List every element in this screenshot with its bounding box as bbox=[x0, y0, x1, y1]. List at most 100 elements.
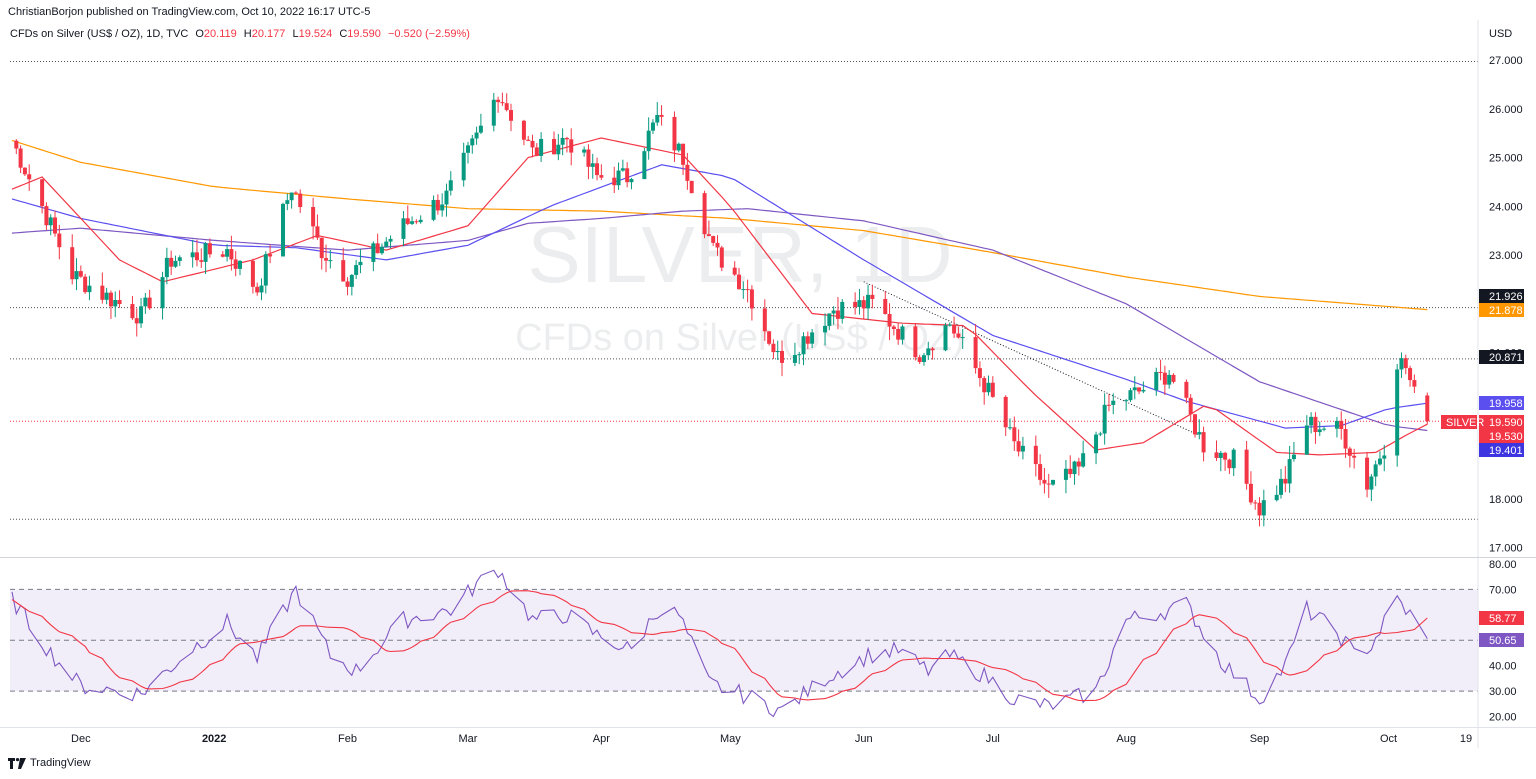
rsi-tick-label: 40.00 bbox=[1489, 661, 1517, 673]
candle-body bbox=[530, 140, 535, 148]
candle-body bbox=[259, 285, 264, 293]
candle-body bbox=[1063, 468, 1068, 480]
candle-body bbox=[22, 167, 27, 175]
candle-body bbox=[973, 337, 978, 369]
price-tick-label: 27.000 bbox=[1489, 55, 1523, 67]
candle-body bbox=[883, 298, 888, 314]
candle-body bbox=[1192, 414, 1197, 435]
high-label: H bbox=[243, 28, 252, 40]
rsi-line bbox=[11, 569, 1428, 718]
candle-body bbox=[1081, 453, 1086, 467]
candle-body bbox=[702, 193, 707, 235]
time-tick-label: Aug bbox=[1116, 733, 1136, 745]
candle-body bbox=[70, 247, 75, 280]
symbol-tag-label: SILVER bbox=[1446, 417, 1484, 429]
candle-body bbox=[706, 234, 711, 237]
candle-body bbox=[1154, 371, 1159, 390]
candle-body bbox=[371, 243, 376, 262]
candle-body bbox=[810, 332, 815, 344]
rsi-tag-label: 50.65 bbox=[1489, 635, 1517, 647]
candle-body bbox=[1094, 434, 1099, 454]
rsi-tag-label: 58.77 bbox=[1489, 613, 1517, 625]
candle-body bbox=[1158, 371, 1163, 373]
candle-body bbox=[169, 257, 174, 267]
candle-body bbox=[384, 241, 389, 247]
candle-body bbox=[655, 114, 660, 123]
candle-body bbox=[952, 324, 957, 334]
candle-body bbox=[405, 218, 410, 224]
candle-body bbox=[853, 301, 858, 307]
price-tag bbox=[1479, 350, 1524, 364]
candle-body bbox=[474, 132, 479, 139]
price-tick-label: 17.000 bbox=[1489, 543, 1523, 555]
candle-body bbox=[1347, 448, 1352, 456]
candle-body bbox=[250, 260, 255, 287]
candle-body bbox=[1068, 468, 1073, 475]
candle-body bbox=[650, 122, 655, 131]
price-tag-label: 21.878 bbox=[1489, 305, 1523, 317]
candle-body bbox=[1124, 400, 1129, 402]
candle-body bbox=[130, 304, 135, 319]
candle-body bbox=[1283, 478, 1288, 484]
candle-body bbox=[1102, 404, 1107, 434]
low-value: 19.524 bbox=[298, 28, 333, 40]
candle-body bbox=[926, 348, 931, 356]
candle-body bbox=[749, 289, 754, 309]
price-tag-label: 19.958 bbox=[1489, 398, 1523, 410]
candle-body bbox=[646, 130, 651, 152]
candle-body bbox=[401, 218, 406, 239]
candle-body bbox=[177, 257, 182, 261]
candle-body bbox=[801, 336, 806, 355]
candle-body bbox=[1046, 483, 1051, 485]
candle-body bbox=[835, 310, 840, 319]
candle-body bbox=[1020, 445, 1025, 452]
candle-body bbox=[431, 199, 436, 220]
tradingview-logo[interactable]: TradingView bbox=[8, 757, 91, 769]
candle-body bbox=[509, 110, 514, 121]
candle-body bbox=[345, 281, 350, 287]
candle-body bbox=[1098, 433, 1103, 435]
candle-body bbox=[827, 313, 832, 326]
candle-body bbox=[1128, 390, 1133, 401]
candle-body bbox=[1291, 454, 1296, 460]
candle-body bbox=[762, 308, 767, 332]
time-tick-label: Apr bbox=[593, 733, 610, 745]
candle-body bbox=[1244, 449, 1249, 484]
candle-body bbox=[612, 177, 617, 186]
candle-body bbox=[414, 221, 419, 223]
candle-body bbox=[53, 217, 58, 234]
candle-body bbox=[556, 144, 561, 155]
time-tick-label: 2022 bbox=[202, 733, 226, 745]
candle-body bbox=[681, 143, 686, 165]
candle-body bbox=[281, 203, 286, 257]
candle-body bbox=[1167, 374, 1172, 385]
candle-body bbox=[771, 343, 776, 353]
change-value: −0.520 (−2.59%) bbox=[387, 28, 470, 40]
candle-body bbox=[1106, 404, 1111, 406]
candle-body bbox=[930, 348, 935, 351]
candle-body bbox=[1231, 449, 1236, 469]
candle-body bbox=[1373, 464, 1378, 477]
candle-body bbox=[792, 354, 797, 363]
time-tick-label: May bbox=[720, 733, 741, 745]
candle-body bbox=[1369, 476, 1374, 490]
candle-body bbox=[117, 299, 122, 305]
candle-body bbox=[745, 289, 750, 291]
candle-body bbox=[237, 260, 242, 269]
price-tag bbox=[1479, 289, 1524, 303]
candle-body bbox=[595, 163, 600, 176]
candle-body bbox=[539, 138, 544, 156]
candle-body bbox=[896, 328, 901, 340]
candle-body bbox=[465, 145, 470, 153]
candle-body bbox=[190, 252, 195, 258]
candle-body bbox=[285, 200, 290, 204]
candle-body bbox=[534, 147, 539, 156]
candle-body bbox=[500, 102, 505, 104]
candle-body bbox=[418, 219, 423, 223]
candle-body bbox=[1051, 479, 1056, 485]
candle-body bbox=[311, 207, 316, 227]
tradingview-icon bbox=[8, 757, 26, 769]
candle-body bbox=[225, 249, 230, 257]
candle-body bbox=[582, 149, 587, 153]
